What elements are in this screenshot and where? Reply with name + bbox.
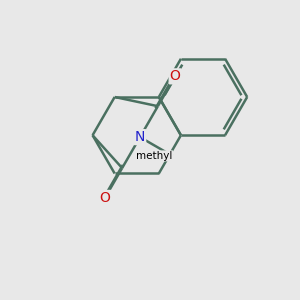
Text: methyl: methyl	[136, 151, 172, 161]
Text: N: N	[135, 130, 145, 144]
Text: O: O	[100, 191, 110, 205]
Text: O: O	[170, 69, 181, 83]
